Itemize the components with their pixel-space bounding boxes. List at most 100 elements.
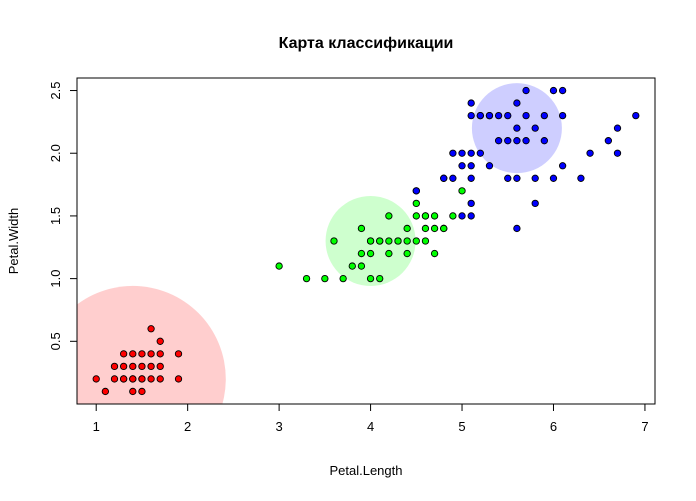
x-tick-label: 4 bbox=[367, 419, 374, 434]
data-point bbox=[110, 362, 119, 371]
data-point bbox=[403, 224, 411, 233]
data-points bbox=[92, 86, 640, 396]
data-point bbox=[504, 137, 512, 145]
class-regions bbox=[77, 83, 562, 404]
data-point bbox=[366, 249, 375, 258]
data-point bbox=[129, 375, 137, 383]
x-tick-label: 1 bbox=[93, 419, 100, 434]
data-point bbox=[467, 162, 475, 170]
data-point bbox=[513, 99, 521, 107]
y-tick-label: 0.5 bbox=[48, 332, 63, 350]
data-point bbox=[129, 387, 137, 396]
data-point bbox=[449, 174, 457, 182]
data-point bbox=[421, 212, 430, 220]
data-point bbox=[394, 237, 402, 245]
data-point bbox=[577, 174, 585, 182]
data-point bbox=[348, 262, 356, 270]
chart-title: Карта классификации bbox=[279, 35, 454, 52]
x-tick-label: 7 bbox=[641, 419, 648, 434]
data-point bbox=[403, 249, 411, 258]
data-point bbox=[430, 249, 439, 258]
data-point bbox=[138, 387, 146, 396]
data-point bbox=[119, 350, 128, 358]
data-point bbox=[449, 212, 457, 220]
data-point bbox=[138, 362, 146, 371]
data-point bbox=[540, 111, 548, 120]
x-tick-label: 2 bbox=[184, 419, 191, 434]
data-point bbox=[467, 149, 475, 157]
data-point bbox=[504, 111, 512, 120]
data-point bbox=[403, 237, 411, 245]
y-tick-label: 1.5 bbox=[48, 207, 63, 225]
data-point bbox=[613, 149, 622, 157]
data-point bbox=[430, 224, 439, 233]
data-point bbox=[604, 137, 613, 145]
data-point bbox=[156, 337, 164, 345]
data-point bbox=[156, 362, 164, 371]
data-point bbox=[485, 162, 494, 170]
data-point bbox=[504, 174, 512, 182]
data-point bbox=[412, 237, 420, 245]
data-point bbox=[357, 224, 366, 233]
y-tick-label: 1.0 bbox=[48, 270, 63, 288]
data-point bbox=[174, 350, 183, 358]
data-point bbox=[522, 111, 530, 120]
y-axis-label: Petal.Width bbox=[6, 208, 21, 274]
data-point bbox=[513, 137, 521, 145]
data-point bbox=[558, 86, 567, 95]
data-point bbox=[129, 362, 137, 371]
y-tick-label: 2.5 bbox=[48, 81, 63, 99]
y-tick-label: 2.0 bbox=[48, 144, 63, 162]
y-axis: 0.5 1.0 1.5 2.0 2.5 bbox=[48, 81, 77, 350]
data-point bbox=[366, 274, 375, 283]
data-point bbox=[302, 274, 311, 283]
data-point bbox=[366, 237, 375, 245]
data-point bbox=[357, 262, 366, 270]
data-point bbox=[376, 274, 384, 283]
x-tick-label: 3 bbox=[275, 419, 282, 434]
data-point bbox=[476, 149, 484, 157]
x-axis-label: Petal.Length bbox=[329, 463, 402, 478]
data-point bbox=[156, 350, 164, 358]
data-point bbox=[376, 237, 384, 245]
data-point bbox=[138, 375, 146, 383]
data-point bbox=[467, 174, 475, 182]
data-point bbox=[412, 187, 420, 195]
x-axis: 1 2 3 4 5 6 7 bbox=[93, 403, 649, 434]
data-point bbox=[586, 149, 594, 157]
data-point bbox=[440, 224, 448, 233]
data-point bbox=[110, 375, 119, 383]
data-point bbox=[476, 111, 484, 120]
data-point bbox=[513, 174, 521, 182]
data-point bbox=[92, 375, 100, 383]
data-point bbox=[531, 174, 539, 182]
data-point bbox=[421, 237, 430, 245]
data-point bbox=[339, 274, 347, 283]
data-point bbox=[385, 249, 393, 258]
data-point bbox=[522, 137, 530, 145]
data-point bbox=[174, 375, 183, 383]
data-point bbox=[275, 262, 283, 270]
data-point bbox=[385, 237, 393, 245]
data-point bbox=[101, 387, 110, 396]
data-point bbox=[129, 350, 137, 358]
data-point bbox=[147, 325, 155, 333]
data-point bbox=[147, 362, 155, 371]
data-point bbox=[467, 111, 475, 120]
data-point bbox=[549, 86, 558, 95]
data-point bbox=[458, 187, 466, 195]
data-point bbox=[412, 199, 420, 208]
data-point bbox=[467, 99, 475, 107]
data-point bbox=[540, 137, 548, 145]
x-tick-label: 5 bbox=[458, 419, 465, 434]
data-point bbox=[321, 274, 329, 283]
x-tick-label: 6 bbox=[550, 419, 557, 434]
data-point bbox=[549, 174, 558, 182]
data-point bbox=[458, 149, 466, 157]
data-point bbox=[138, 350, 146, 358]
data-point bbox=[467, 212, 475, 220]
data-point bbox=[156, 375, 164, 383]
data-point bbox=[440, 174, 448, 182]
data-point bbox=[513, 124, 521, 132]
